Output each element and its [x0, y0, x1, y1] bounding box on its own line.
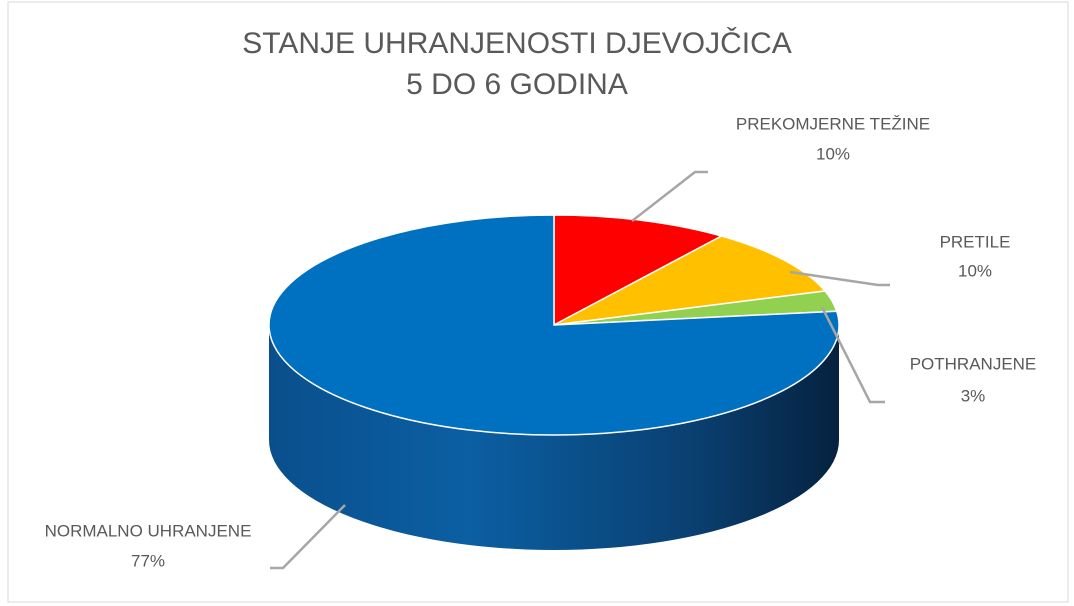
data-label-name: PRETILE	[940, 232, 1011, 251]
slice	[553, 235, 827, 326]
chart-title: STANJE UHRANJENOSTI DJEVOJČICA	[242, 26, 792, 60]
data-label-value: 77%	[131, 551, 165, 570]
data-label-name: PREKOMJERNE TEŽINE	[736, 114, 930, 133]
slice	[268, 214, 840, 436]
data-label-value: 3%	[961, 386, 986, 405]
leader-lines	[270, 170, 890, 570]
leader-line	[789, 270, 890, 287]
data-label-value: 10%	[958, 261, 992, 280]
data-label-value: 10%	[816, 144, 850, 163]
leader-line	[820, 306, 885, 404]
leader-line	[270, 504, 346, 570]
slice	[553, 214, 724, 327]
leader-line	[631, 170, 708, 222]
chart-title: 5 DO 6 GODINA	[406, 68, 628, 101]
slice-side	[269, 325, 839, 550]
data-label-name: POTHRANJENE	[910, 354, 1037, 373]
data-label-name: NORMALNO UHRANJENE	[45, 521, 252, 540]
